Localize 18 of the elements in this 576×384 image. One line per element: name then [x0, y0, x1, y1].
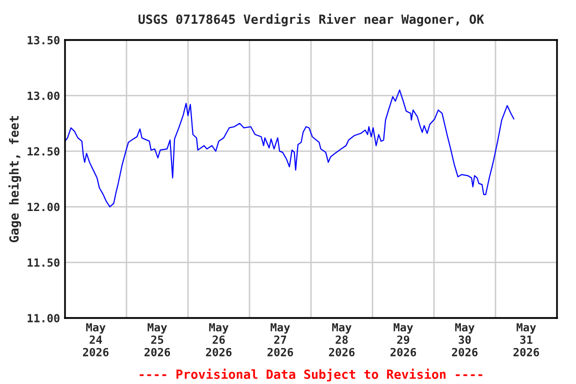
x-tick-label: May 29 2026	[390, 323, 416, 356]
line-series	[65, 89, 514, 208]
x-tick-label: May 24 2026	[82, 323, 109, 356]
y-tick-label: 11.00	[28, 314, 60, 322]
y-axis-title: Gage height, feet	[8, 116, 22, 242]
x-tick-label: May 28 2026	[328, 323, 355, 356]
x-tick-label: May 30 2026	[452, 323, 478, 356]
x-tick-label: May 31 2026	[513, 323, 540, 356]
chart-title: USGS 07178645 Verdigris River near Wagoner, OK	[138, 14, 484, 26]
y-tick-label: 13.50	[28, 36, 60, 44]
y-tick-label: 13.00	[28, 92, 60, 100]
y-tick-label: 12.00	[28, 202, 60, 212]
x-tick-label: May 26 2026	[206, 323, 232, 356]
y-tick-label: 11.50	[28, 258, 60, 267]
y-tick-label: 12.50	[28, 147, 60, 156]
x-tick-label: May 27 2026	[267, 323, 294, 356]
text: ---- Provisional Data Subject to Revision ----	[140, 368, 482, 382]
x-tick-label: May 25 2026	[144, 323, 170, 356]
